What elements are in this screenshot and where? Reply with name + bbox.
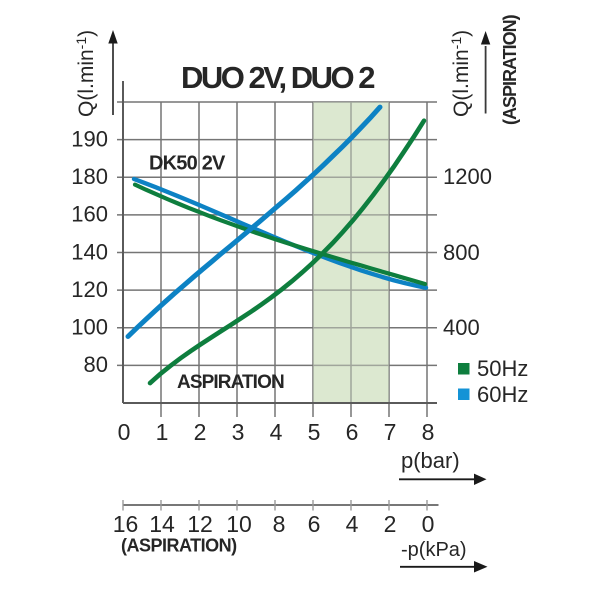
svg-text:(ASPIRATION): (ASPIRATION) [121, 536, 237, 556]
svg-text:190: 190 [71, 127, 108, 152]
svg-text:12: 12 [187, 511, 213, 537]
svg-text:180: 180 [71, 164, 108, 189]
svg-text:100: 100 [71, 315, 108, 340]
svg-text:7: 7 [384, 419, 397, 445]
svg-text:DK50 2V: DK50 2V [149, 153, 226, 175]
svg-text:1200: 1200 [443, 164, 492, 189]
svg-text:8: 8 [273, 511, 286, 537]
svg-text:1: 1 [156, 419, 169, 445]
svg-text:140: 140 [71, 240, 108, 265]
svg-text:DUO 2V, DUO 2: DUO 2V, DUO 2 [181, 60, 374, 95]
svg-text:400: 400 [443, 315, 480, 340]
svg-text:14: 14 [149, 511, 175, 537]
svg-text:80: 80 [84, 352, 108, 377]
svg-text:6: 6 [346, 419, 359, 445]
svg-text:3: 3 [232, 419, 245, 445]
svg-text:0: 0 [118, 419, 131, 445]
svg-text:16: 16 [113, 511, 139, 537]
svg-text:4: 4 [270, 419, 283, 445]
svg-text:800: 800 [443, 240, 480, 265]
svg-text:60Hz: 60Hz [477, 382, 528, 407]
svg-text:8: 8 [422, 419, 435, 445]
svg-text:6: 6 [308, 511, 321, 537]
svg-text:0: 0 [422, 511, 435, 537]
svg-text:ASPIRATION: ASPIRATION [177, 372, 284, 393]
svg-text:160: 160 [71, 202, 108, 227]
svg-text:120: 120 [71, 277, 108, 302]
svg-text:-p(kPa): -p(kPa) [401, 539, 467, 561]
svg-text:50Hz: 50Hz [477, 356, 528, 381]
svg-text:p(bar): p(bar) [401, 448, 460, 473]
svg-text:10: 10 [226, 511, 252, 537]
svg-text:4: 4 [346, 511, 359, 537]
svg-text:(ASPIRATION): (ASPIRATION) [500, 14, 520, 125]
svg-text:2: 2 [194, 419, 207, 445]
svg-text:5: 5 [308, 419, 321, 445]
svg-text:2: 2 [384, 511, 397, 537]
